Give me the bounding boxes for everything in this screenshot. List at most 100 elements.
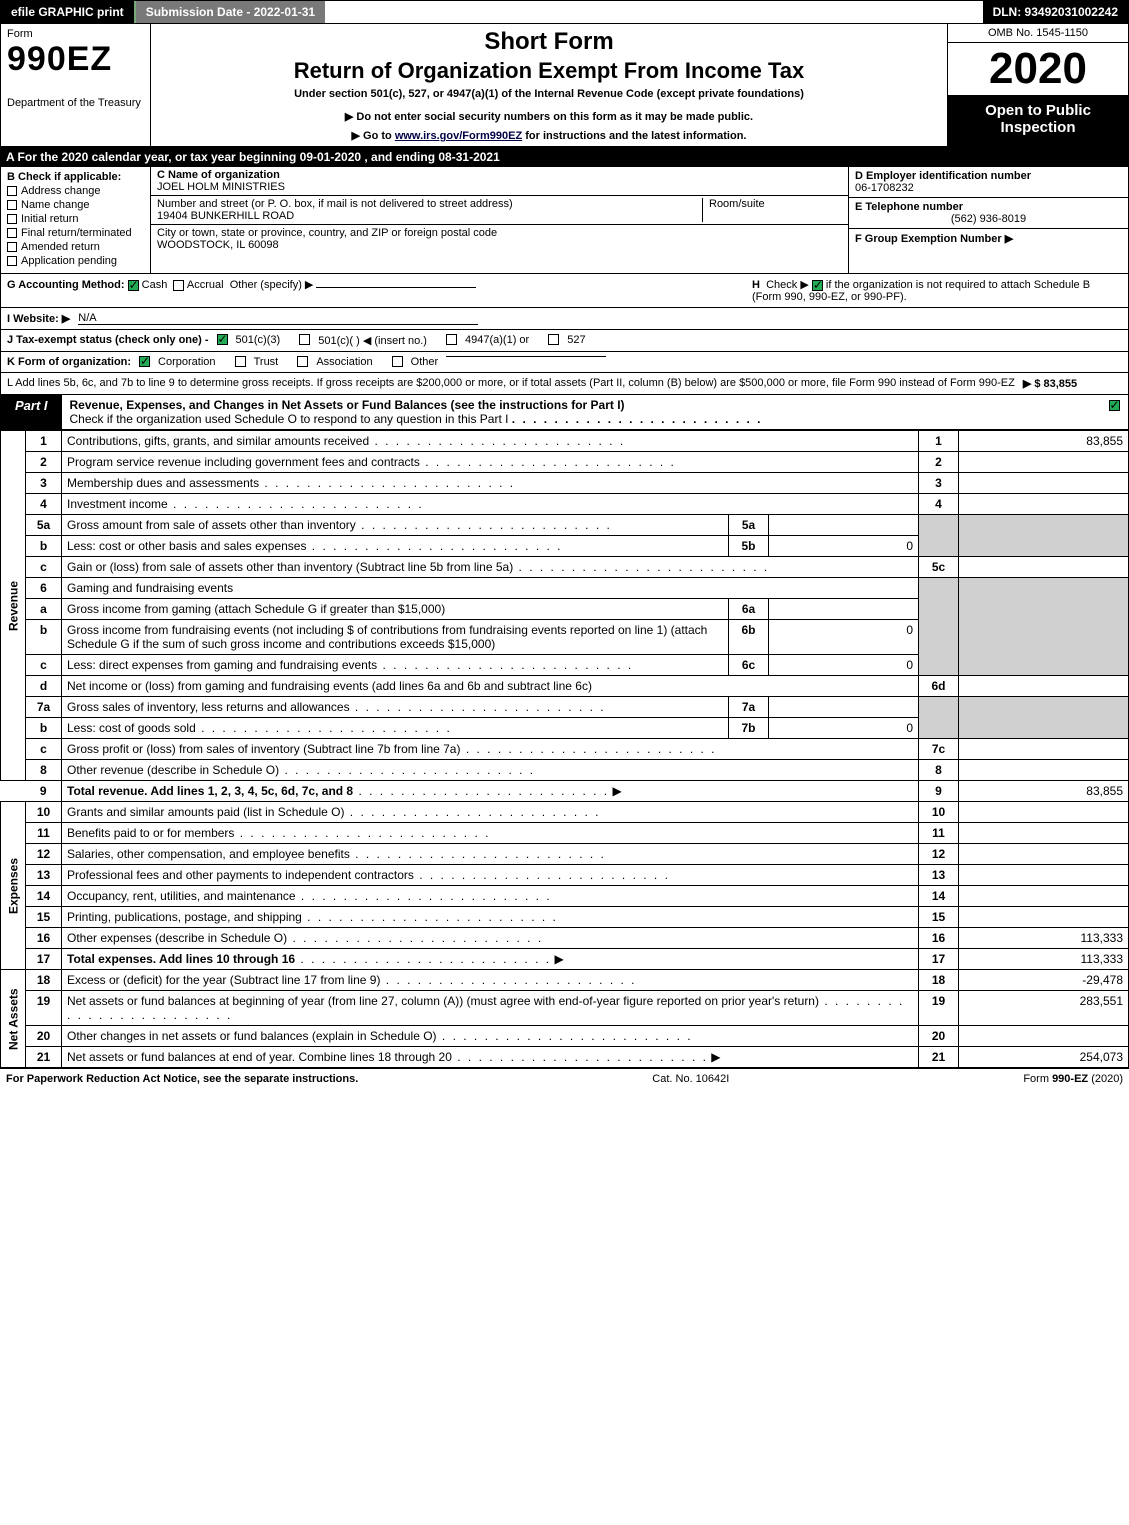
line-1-refnum: 1: [919, 431, 959, 452]
line-20-val: [959, 1026, 1129, 1047]
chk-initial-return[interactable]: Initial return: [7, 213, 144, 225]
header-right: OMB No. 1545-1150 2020 Open to Public In…: [948, 24, 1128, 146]
box-d-e-f: D Employer identification number 06-1708…: [848, 167, 1128, 273]
line-5a-desc: Gross amount from sale of assets other t…: [67, 518, 356, 532]
line-6d-desc: Net income or (loss) from gaming and fun…: [67, 679, 592, 693]
line-2-val: [959, 452, 1129, 473]
line-1: Revenue 1 Contributions, gifts, grants, …: [1, 431, 1129, 452]
chk-527[interactable]: [548, 334, 559, 345]
form-word: Form: [7, 28, 144, 40]
line-3-val: [959, 473, 1129, 494]
chk-association-label: Association: [316, 356, 372, 368]
line-11-refnum: 11: [919, 823, 959, 844]
line-6-greyval: [959, 578, 1129, 676]
irs-link[interactable]: www.irs.gov/Form990EZ: [395, 130, 522, 142]
chk-4947[interactable]: [446, 334, 457, 345]
line-11-desc: Benefits paid to or for members: [67, 826, 234, 840]
line-15-num: 15: [26, 907, 62, 928]
chk-accrual[interactable]: [173, 280, 184, 291]
line-18-num: 18: [26, 970, 62, 991]
line-20-num: 20: [26, 1026, 62, 1047]
other-org-line[interactable]: [446, 356, 606, 357]
chk-501c[interactable]: [299, 334, 310, 345]
line-17-arrow-icon: ▶: [554, 952, 563, 966]
line-20-refnum: 20: [919, 1026, 959, 1047]
line-5ab-greyval: [959, 515, 1129, 557]
line-5ab-greynum: [919, 515, 959, 557]
chk-4947-label: 4947(a)(1) or: [465, 334, 529, 346]
chk-other-org[interactable]: [392, 356, 403, 367]
line-10: Expenses 10 Grants and similar amounts p…: [1, 802, 1129, 823]
line-14-refnum: 14: [919, 886, 959, 907]
note2-pre: ▶ Go to: [352, 130, 395, 142]
chk-association[interactable]: [297, 356, 308, 367]
row-h: H Check ▶ if the organization is not req…: [752, 278, 1122, 303]
chk-other-label: Other (specify) ▶: [230, 279, 314, 291]
row-h-text3: (Form 990, 990-EZ, or 990-PF).: [752, 291, 907, 303]
line-10-desc: Grants and similar amounts paid (list in…: [67, 805, 344, 819]
chk-amended-return[interactable]: Amended return: [7, 241, 144, 253]
line-6d: d Net income or (loss) from gaming and f…: [1, 676, 1129, 697]
form-ref-pre: Form: [1023, 1073, 1052, 1085]
line-17-val: 113,333: [959, 949, 1129, 970]
chk-527-label: 527: [567, 334, 585, 346]
chk-final-return[interactable]: Final return/terminated: [7, 227, 144, 239]
line-2-num: 2: [26, 452, 62, 473]
line-11-num: 11: [26, 823, 62, 844]
part-1-schedule-o-check[interactable]: [1100, 395, 1128, 429]
line-7b-sublbl: 7b: [729, 718, 769, 739]
chk-initial-return-label: Initial return: [21, 213, 78, 225]
row-l-text: L Add lines 5b, 6c, and 7b to line 9 to …: [7, 377, 1015, 389]
chk-501c3[interactable]: [217, 334, 228, 345]
line-4: 4 Investment income 4: [1, 494, 1129, 515]
line-6a-desc: Gross income from gaming (attach Schedul…: [62, 599, 729, 620]
line-17: 17 Total expenses. Add lines 10 through …: [1, 949, 1129, 970]
sidecat-net-assets: Net Assets: [1, 970, 26, 1068]
line-7ab-greyval: [959, 697, 1129, 739]
part-1-tag: Part I: [1, 395, 62, 429]
line-5b-desc: Less: cost or other basis and sales expe…: [67, 539, 306, 553]
open-to-public: Open to Public Inspection: [948, 96, 1128, 146]
line-5a: 5a Gross amount from sale of assets othe…: [1, 515, 1129, 536]
line-6d-val: [959, 676, 1129, 697]
other-specify-line[interactable]: [316, 287, 476, 288]
line-18-desc: Excess or (deficit) for the year (Subtra…: [67, 973, 380, 987]
line-13-val: [959, 865, 1129, 886]
line-8: 8 Other revenue (describe in Schedule O)…: [1, 760, 1129, 781]
line-7c-desc: Gross profit or (loss) from sales of inv…: [67, 742, 460, 756]
line-6-desc: Gaming and fundraising events: [62, 578, 919, 599]
chk-address-change[interactable]: Address change: [7, 185, 144, 197]
line-7ab-greynum: [919, 697, 959, 739]
efile-print-button[interactable]: efile GRAPHIC print: [1, 1, 136, 23]
part-1-table: Revenue 1 Contributions, gifts, grants, …: [0, 430, 1129, 1068]
chk-trust[interactable]: [235, 356, 246, 367]
line-12: 12 Salaries, other compensation, and emp…: [1, 844, 1129, 865]
line-7b-num: b: [26, 718, 62, 739]
line-15-val: [959, 907, 1129, 928]
phone-value: (562) 936-8019: [855, 213, 1122, 225]
chk-corporation-label: Corporation: [158, 356, 215, 368]
line-19-desc: Net assets or fund balances at beginning…: [67, 994, 819, 1008]
chk-cash[interactable]: [128, 280, 139, 291]
chk-name-change[interactable]: Name change: [7, 199, 144, 211]
line-6b-subval: 0: [769, 620, 919, 655]
line-5b-sublbl: 5b: [729, 536, 769, 557]
omb-number: OMB No. 1545-1150: [948, 24, 1128, 43]
line-10-refnum: 10: [919, 802, 959, 823]
chk-schedule-b[interactable]: [812, 280, 823, 291]
chk-application-pending[interactable]: Application pending: [7, 255, 144, 267]
line-20-desc: Other changes in net assets or fund bala…: [67, 1029, 437, 1043]
line-6-num: 6: [26, 578, 62, 599]
form-ref-post: (2020): [1088, 1073, 1123, 1085]
line-10-val: [959, 802, 1129, 823]
line-16-desc: Other expenses (describe in Schedule O): [67, 931, 287, 945]
form-title: Return of Organization Exempt From Incom…: [159, 58, 939, 84]
form-subtitle: Under section 501(c), 527, or 4947(a)(1)…: [159, 88, 939, 100]
line-19-num: 19: [26, 991, 62, 1026]
line-12-val: [959, 844, 1129, 865]
row-g: G Accounting Method: Cash Accrual Other …: [7, 278, 476, 291]
chk-corporation[interactable]: [139, 356, 150, 367]
line-9-arrow-icon: ▶: [612, 784, 621, 798]
line-6b-num: b: [26, 620, 62, 655]
line-7c: c Gross profit or (loss) from sales of i…: [1, 739, 1129, 760]
